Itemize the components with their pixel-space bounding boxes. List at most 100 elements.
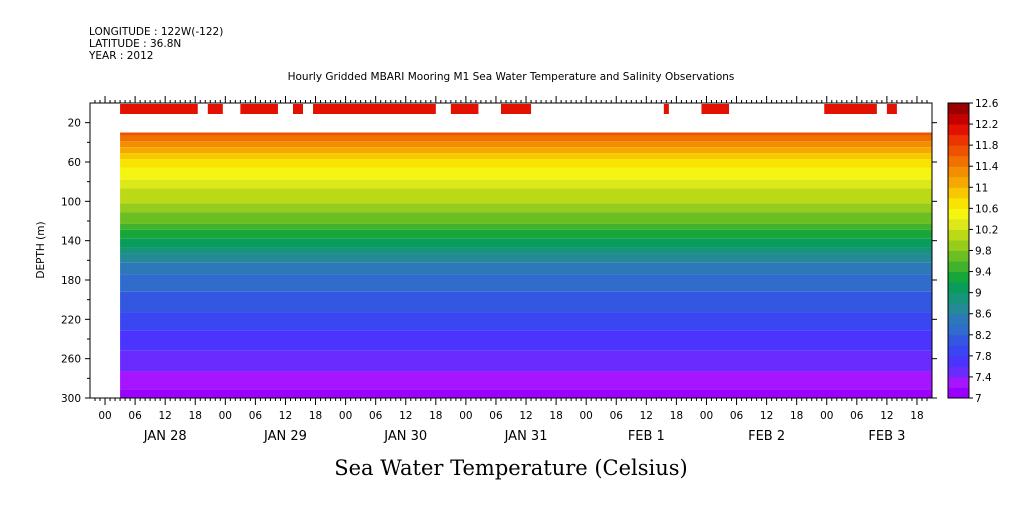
x-hour-label: 18 [189,410,202,422]
x-hour-label: 12 [880,410,893,422]
surface-segment [207,104,223,114]
x-day-label: FEB 1 [628,429,665,444]
surface-segment [120,104,198,114]
colorbar-swatch [948,334,969,346]
x-hour-label: 12 [760,410,773,422]
contour-band [120,223,933,230]
latitude-label: LATITUDE : 36.8N [89,38,181,50]
contour-band [120,330,933,351]
contour-band [120,212,933,224]
colorbar: 12.6 12.2 11.8 11.4 11 10.6 10.2 9.8 9.4 9 8.6 8.2 7… [947,98,999,405]
y-tick-label: 60 [68,157,81,169]
contour-band [120,247,933,254]
x-day-label: JAN 29 [263,429,307,444]
y-tick-label: 260 [61,354,81,366]
surface-segment [663,104,669,114]
colorbar-label: 9 [975,288,982,300]
colorbar-swatch [948,166,969,178]
contour-band [120,153,933,160]
colorbar-label: 8.2 [975,330,992,342]
colorbar-swatch [948,282,969,294]
y-tick-label: 220 [61,314,81,326]
colorbar-swatch [948,303,969,315]
colorbar-label: 7.8 [975,351,992,363]
colorbar-label: 12.6 [975,98,999,110]
colorbar-swatch [948,176,969,188]
colorbar-swatch [948,261,969,273]
colorbar-swatch [948,218,969,230]
colorbar-label: 11 [975,182,988,194]
x-day-label: JAN 30 [383,429,427,444]
chart-title: Hourly Gridded MBARI Mooring M1 Sea Wate… [288,71,735,83]
contour-band [120,141,933,148]
colorbar-label: 10.6 [975,203,999,215]
surface-segment [240,104,278,114]
contour-band [120,238,933,248]
colorbar-label: 11.8 [975,140,998,152]
colorbar-swatch [948,134,969,146]
x-day-label: FEB 3 [868,429,905,444]
x-hour-label: 06 [369,410,383,422]
surface-segment [450,104,479,114]
contour-field [120,132,933,398]
x-hour-label: 18 [910,410,923,422]
x-hour-label: 12 [519,410,532,422]
colorbar-swatch [948,345,969,357]
contour-band [120,179,933,189]
x-hour-label: 00 [459,410,472,422]
colorbar-swatch [948,250,969,262]
colorbar-swatch [948,239,969,251]
x-hour-label: 00 [820,410,833,422]
colorbar-label: 9.4 [975,267,992,279]
colorbar-swatch [948,155,969,167]
y-tick-label: 180 [61,275,81,287]
y-tick-label: 140 [61,236,81,248]
surface-segment [701,104,730,114]
x-day-label: JAN 31 [504,429,548,444]
contour-band [120,167,933,180]
x-hour-label: 06 [489,410,503,422]
x-hour-label: 12 [158,410,171,422]
colorbar-label: 10.2 [975,224,998,236]
surface-segment [313,104,436,114]
colorbar-swatch [948,355,969,367]
contour-band [120,159,933,168]
x-hour-label: 00 [579,410,592,422]
x-hour-label: 06 [850,410,864,422]
contour-band [120,135,933,142]
x-hour-label: 18 [309,410,322,422]
colorbar-swatch [948,145,969,157]
colorbar-label: 11.4 [975,161,999,173]
surface-segment [824,104,877,114]
surface-segment [500,104,532,114]
contour-band [120,262,933,275]
x-axis: 00 06 12 18 00 06 12 18 00 06 12 18 00 06 12 18 00 06 12 18… [94,96,928,444]
y-tick-label: 300 [61,393,81,405]
contour-band [120,132,933,136]
x-hour-label: 00 [98,410,111,422]
x-axis-label: Sea Water Temperature (Celsius) [334,456,688,480]
colorbar-label: 8.6 [975,309,992,321]
x-hour-label: 12 [640,410,653,422]
colorbar-swatch [948,124,969,136]
y-axis-label: DEPTH (m) [35,221,47,278]
colorbar-swatch [948,103,969,115]
x-hour-label: 06 [610,410,624,422]
contour-band [120,188,933,204]
surface-segment [886,104,897,114]
y-tick-label: 20 [68,118,81,130]
x-hour-label: 18 [429,410,442,422]
colorbar-swatch [948,113,969,125]
colorbar-swatch [948,229,969,241]
x-hour-label: 00 [339,410,352,422]
x-hour-label: 12 [399,410,412,422]
x-hour-label: 00 [700,410,713,422]
contour-band [120,350,933,372]
contour-band [120,203,933,213]
x-day-label: JAN 28 [143,429,187,444]
colorbar-swatch [948,366,969,378]
colorbar-swatch [948,271,969,283]
x-hour-label: 06 [128,410,142,422]
x-hour-label: 06 [249,410,263,422]
